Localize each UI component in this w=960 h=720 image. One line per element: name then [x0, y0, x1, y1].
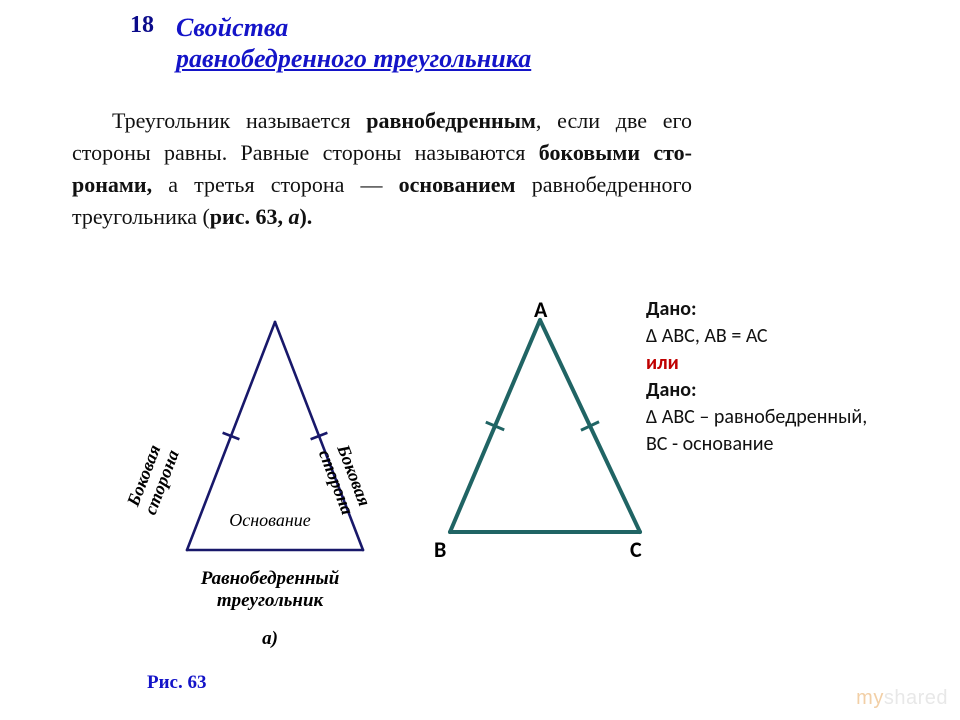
- given-line-2: ∆ АВС – равнобедренный,: [646, 404, 867, 431]
- vertex-label-a: A: [534, 296, 547, 323]
- lesson-number: 18: [130, 12, 154, 39]
- given-header-1: Дано:: [646, 296, 867, 323]
- triangle-name: Равнобедренный треугольник: [105, 568, 435, 612]
- right-triangle-svg: [444, 302, 654, 552]
- left-triangle-diagram: Боковая сторона Боковая сторона Основани…: [105, 300, 435, 680]
- triangle-name-line2: треугольник: [217, 590, 323, 611]
- title-line-1: Свойства: [176, 12, 531, 43]
- vertex-label-b: B: [434, 536, 446, 563]
- vertex-label-c: C: [630, 536, 642, 563]
- title-block: Свойства равнобедренного треугольника: [176, 12, 531, 74]
- watermark: myshared: [856, 687, 948, 710]
- left-triangle-svg: [125, 312, 425, 572]
- given-line-1: ∆ АВС, АВ = АС: [646, 323, 867, 350]
- given-line-3: ВС - основание: [646, 431, 867, 458]
- watermark-suffix: shared: [884, 687, 948, 709]
- triangle-name-line1: Равнобедренный: [201, 568, 340, 589]
- watermark-prefix: my: [856, 687, 884, 709]
- figure-caption: Рис. 63: [147, 672, 207, 694]
- base-label: Основание: [105, 510, 435, 531]
- header: 18 Свойства равнобедренного треугольника: [130, 12, 531, 74]
- subfigure-label: а): [105, 628, 435, 650]
- right-triangle-diagram: A B C: [444, 302, 664, 582]
- given-header-2: Дано:: [646, 377, 867, 404]
- given-block: Дано: ∆ АВС, АВ = АС или Дано: ∆ АВС – р…: [646, 296, 867, 458]
- definition-paragraph: Треугольник называется равно­бедренным, …: [72, 105, 692, 233]
- title-line-2: равнобедренного треугольника: [176, 43, 531, 74]
- given-or: или: [646, 350, 867, 377]
